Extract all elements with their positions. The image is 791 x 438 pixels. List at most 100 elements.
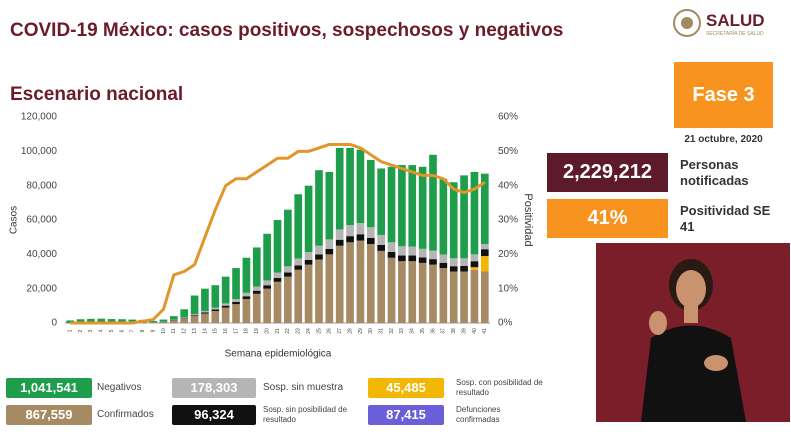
y-tick-label: 0	[51, 318, 57, 329]
bar-segment	[87, 318, 95, 323]
bar-segment	[273, 281, 282, 323]
x-tick-label: 20	[264, 328, 270, 334]
interpreter-video	[596, 243, 790, 422]
bar-segment	[159, 319, 168, 322]
bar-segment	[335, 245, 344, 323]
bar-segment	[398, 261, 406, 323]
bar-segment	[346, 147, 354, 225]
bar-segment	[429, 264, 437, 323]
bar-segment	[263, 288, 271, 323]
bar-segment	[480, 244, 489, 250]
bar-segment	[429, 250, 437, 260]
x-tick-label: 41	[482, 328, 488, 334]
bar-segment	[201, 310, 209, 313]
bar-segment	[304, 252, 313, 260]
y-tick-label: 40,000	[26, 249, 57, 260]
bar-segment	[460, 258, 468, 267]
legend-label: Sosp. sin posibilidad de resultado	[263, 405, 348, 424]
bar-segment	[439, 262, 448, 269]
y-tick-label: 20,000	[26, 283, 57, 294]
bar-segment	[304, 185, 313, 253]
bar-segment	[284, 209, 292, 267]
bar-segment	[118, 319, 126, 323]
bar-segment	[190, 315, 199, 317]
x-tick-label: 17	[233, 328, 239, 334]
total-box: 867,559	[6, 405, 92, 425]
bar-segment	[284, 266, 292, 273]
bar-segment	[211, 309, 220, 311]
bar-segment	[107, 319, 116, 323]
bar-segment	[398, 246, 406, 256]
bar-segment	[315, 245, 323, 255]
x-tick-label: 26	[327, 328, 333, 334]
bar-segment	[408, 165, 417, 247]
bar-segment	[315, 170, 323, 246]
bar-segment	[294, 269, 303, 323]
bar-segment	[242, 292, 251, 297]
bar-segment	[284, 276, 292, 323]
bar-segment	[356, 234, 365, 241]
legend-label: Negativos	[97, 382, 142, 393]
bar-segment	[221, 305, 230, 308]
x-tick-label: 27	[337, 328, 343, 334]
bar-segment	[325, 171, 334, 240]
bar-segment	[429, 154, 437, 251]
bar-segment	[387, 242, 396, 252]
x-tick-label: 19	[254, 328, 260, 334]
y-axis-label: Casos	[9, 206, 20, 234]
bar-segment	[377, 250, 385, 323]
x-tick-label: 22	[285, 328, 291, 334]
x-tick-label: 13	[192, 328, 198, 334]
legend-label: Confirmados	[97, 409, 154, 420]
y-tick-label: 60,000	[26, 215, 57, 226]
x-tick-label: 7	[130, 329, 136, 332]
bar-segment	[480, 249, 489, 257]
bar-segment	[449, 258, 458, 267]
logo-subtext: SECRETARÍA DE SALUD	[706, 31, 764, 37]
bar-segment	[418, 166, 427, 249]
bar-segment	[252, 290, 261, 294]
x-tick-label: 2	[78, 329, 84, 332]
bar-segment	[449, 271, 458, 323]
total-box: 178,303	[172, 378, 256, 398]
x-tick-label: 16	[223, 328, 229, 334]
bar-segment	[439, 254, 448, 263]
x-tick-label: 3	[88, 329, 94, 332]
x-tick-label: 4	[99, 329, 105, 332]
bar-segment	[470, 261, 479, 268]
bar-segment	[470, 254, 479, 262]
bar-segment	[304, 264, 313, 323]
x-axis-label: Semana epidemiológica	[225, 349, 332, 360]
bar-segment	[284, 272, 292, 277]
bar-segment	[408, 255, 417, 262]
total-box: 1,041,541	[6, 378, 92, 398]
bar-segment	[149, 320, 157, 323]
deaths-label: Defunciones confirmadas	[456, 405, 501, 424]
bar-segment	[460, 271, 468, 323]
bar-segment	[252, 286, 261, 291]
bar-segment	[325, 248, 334, 255]
bar-segment	[377, 234, 385, 245]
bar-segment	[232, 268, 240, 300]
bar-segment	[387, 257, 396, 323]
x-tick-label: 18	[244, 328, 250, 334]
bar-segment	[346, 236, 354, 243]
x-tick-label: 35	[420, 328, 426, 334]
logo-text: SALUD	[706, 11, 765, 30]
bar-segment	[366, 159, 375, 228]
x-tick-label: 9	[150, 329, 156, 332]
subtitle: Escenario nacional	[10, 84, 184, 105]
y2-tick-label: 20%	[498, 249, 518, 260]
x-tick-label: 24	[306, 328, 312, 334]
bar-segment	[356, 149, 365, 224]
x-tick-label: 8	[140, 329, 146, 332]
bar-segment	[201, 313, 209, 323]
legend-label: Sosp. con posibilidad de resultado	[456, 378, 543, 397]
bar-segment	[398, 255, 406, 262]
bar-segment	[460, 266, 468, 272]
positivity-line	[70, 142, 486, 325]
bar-segment	[201, 288, 209, 311]
bar-segment	[273, 278, 282, 282]
bar-segment	[439, 268, 448, 323]
